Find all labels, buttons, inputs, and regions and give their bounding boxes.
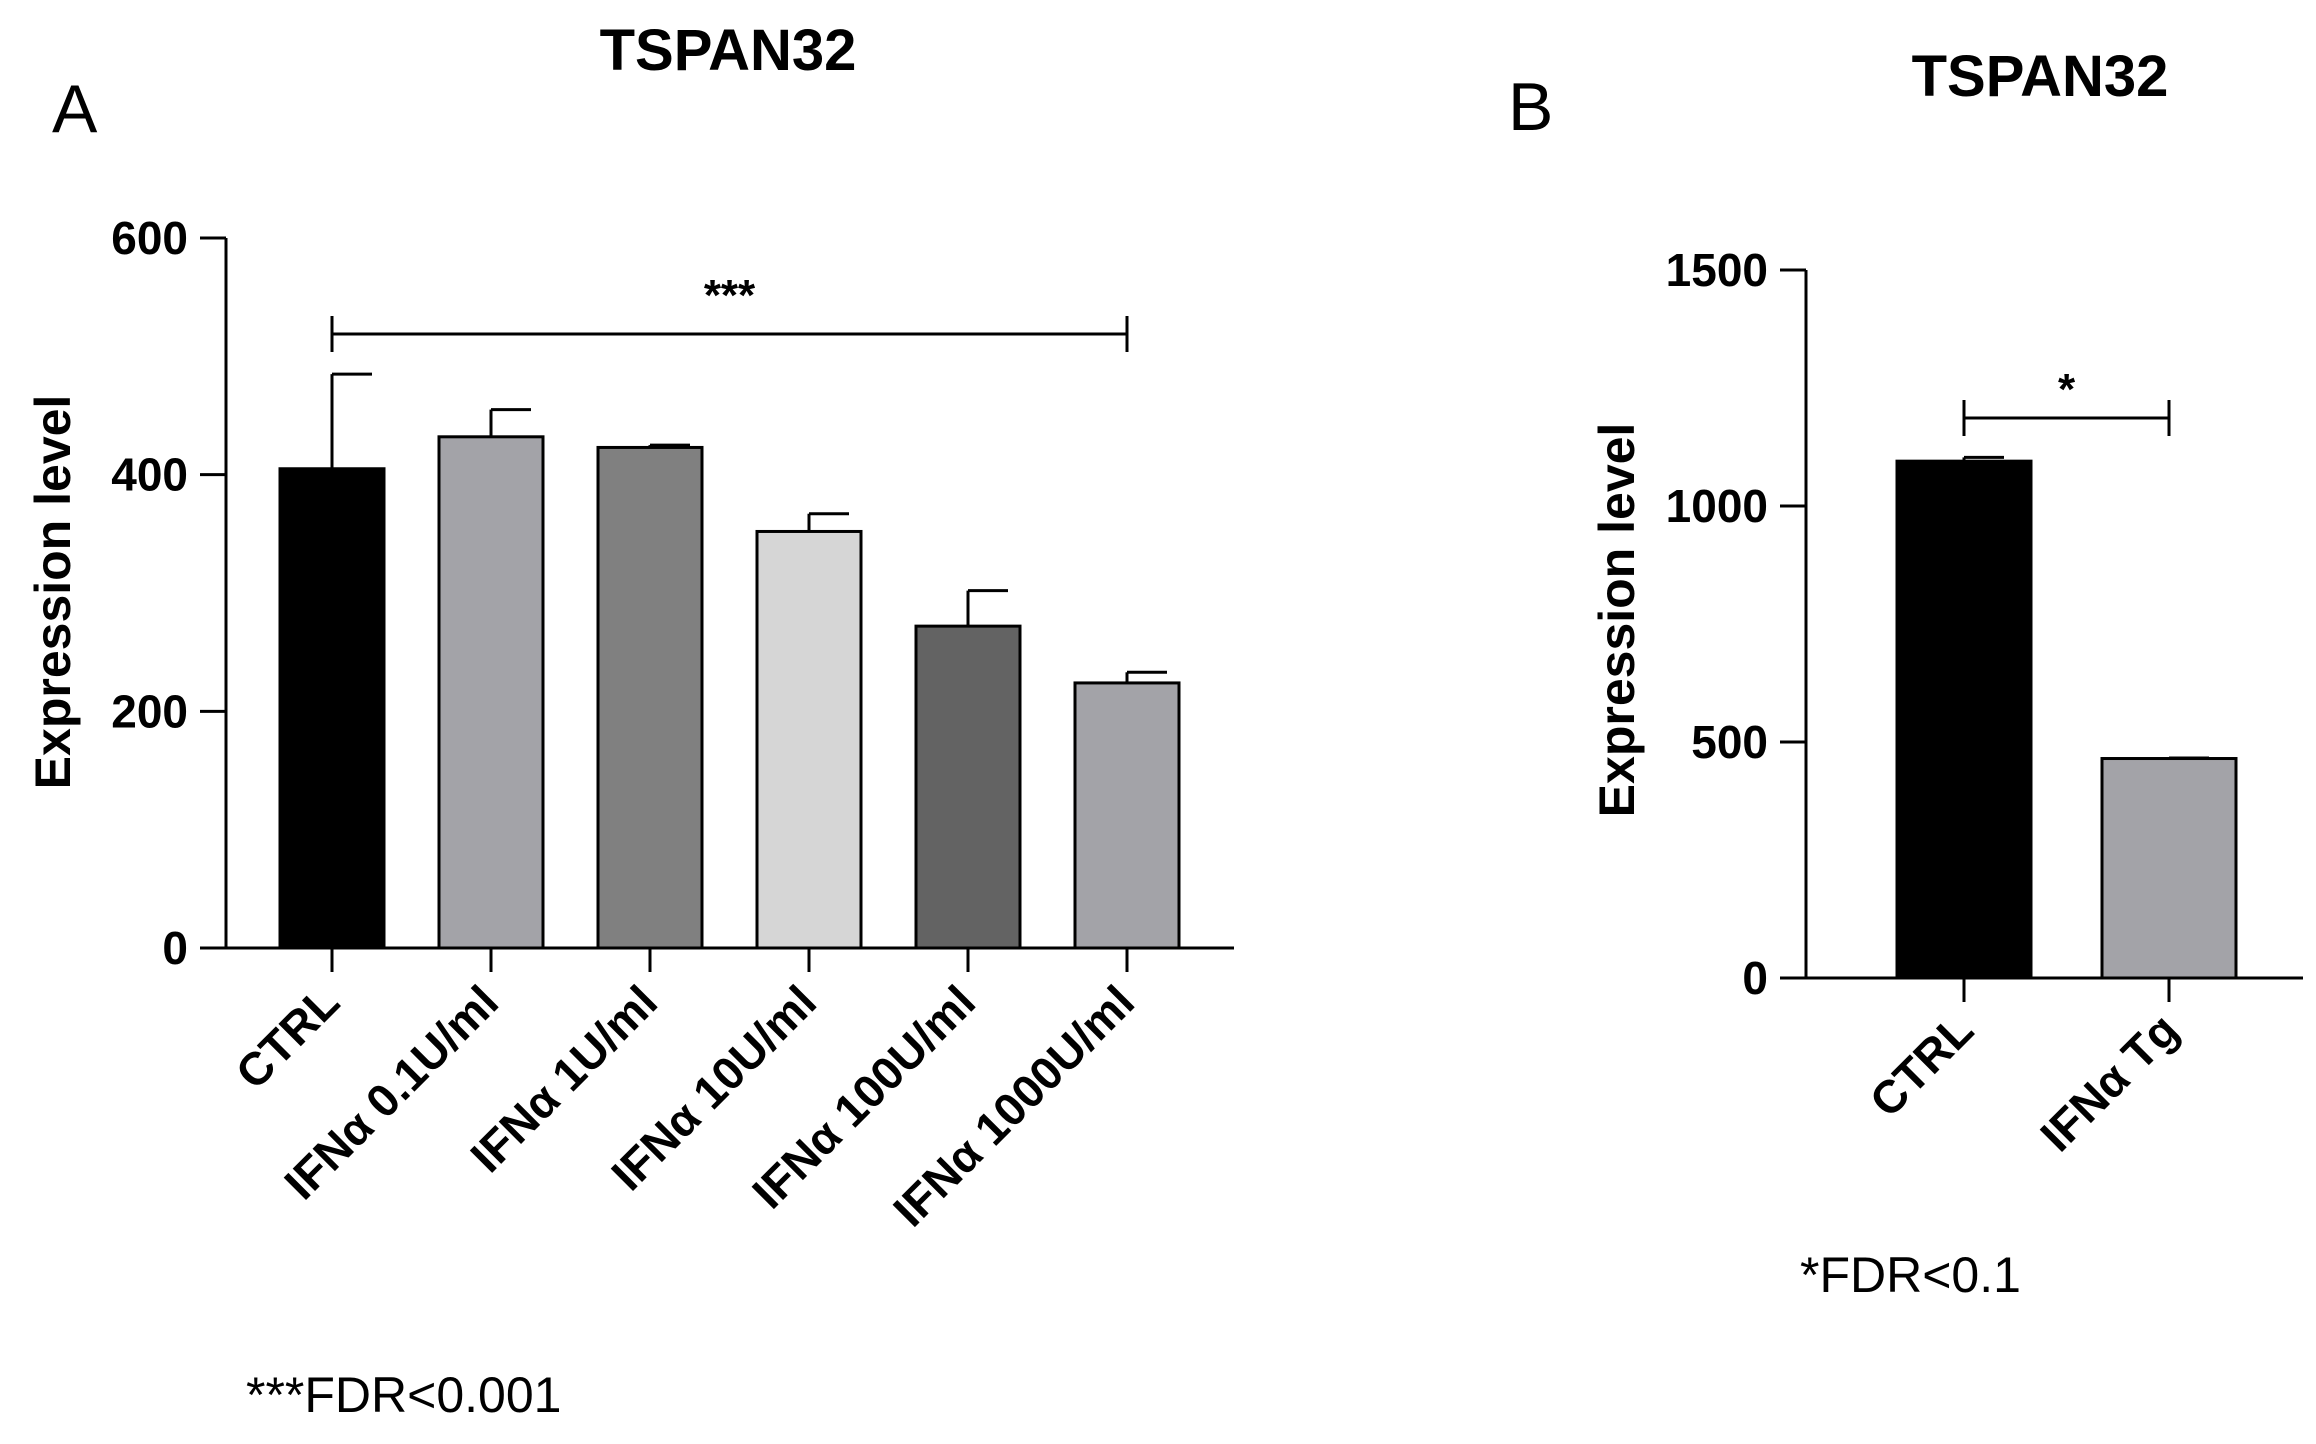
panel-a-bar — [437, 435, 545, 950]
panel-a-bar — [278, 467, 386, 950]
panel-b-letter: B — [1508, 69, 1553, 145]
panel-a-y-tick-label: 400 — [111, 449, 188, 501]
panel-b-x-ticks: CTRL IFNα Tg — [1860, 978, 2188, 1161]
panel-a-sig-label: *** — [704, 271, 756, 320]
panel-a-y-axis-label: Expression level — [25, 395, 81, 790]
panel-b-sig-label: * — [2058, 365, 2076, 414]
panel-a-footnote: ***FDR<0.001 — [246, 1367, 561, 1423]
panel-b-bar — [1895, 459, 2033, 980]
panel-b-title: TSPAN32 — [1912, 44, 2169, 109]
panel-a-bar — [755, 529, 863, 950]
panel-a-letter: A — [52, 71, 98, 147]
panel-a-category-label: CTRL — [226, 975, 349, 1098]
panel-b-y-tick-label: 500 — [1691, 716, 1768, 768]
panel-a-y-tick-label: 0 — [162, 922, 188, 974]
panel-a-y-tick-label: 200 — [111, 685, 188, 737]
panel-a-y-tick-label: 600 — [111, 212, 188, 264]
panel-a-bars — [278, 435, 1181, 950]
panel-a: A TSPAN32 Expression level 0 200 400 600 CT… — [25, 18, 1234, 1423]
panel-b-y-ticks: 0 500 1000 1500 — [1666, 244, 1806, 1004]
panel-b-significance-bracket: * — [1962, 365, 2171, 436]
panel-a-y-ticks: 0 200 400 600 — [111, 212, 226, 974]
panel-a-error-bars — [330, 372, 1167, 683]
panel-b-bar — [2100, 757, 2238, 980]
panel-b-footnote: *FDR<0.1 — [1800, 1247, 2021, 1303]
panel-a-bar — [914, 624, 1022, 950]
panel-b-y-tick-label: 1000 — [1666, 480, 1768, 532]
panel-a-significance-bracket: *** — [330, 271, 1129, 352]
panel-b-category-label: CTRL — [1860, 1003, 1983, 1126]
panel-b: B TSPAN32 Expression level 050010001500 … — [1508, 44, 2303, 1303]
panel-b-bars — [1895, 459, 2238, 980]
panel-b-error-bars — [1962, 455, 2209, 760]
panel-a-title: TSPAN32 — [600, 18, 857, 83]
panel-a-bar — [596, 445, 704, 950]
panel-b-y-tick-label: 0 — [1742, 952, 1768, 1004]
panel-b-category-label: IFNα Tg — [2030, 1003, 2188, 1161]
panel-a-bar — [1073, 681, 1181, 950]
panel-b-y-axis-label: Expression level — [1589, 423, 1645, 818]
panel-b-y-tick-label: 1500 — [1666, 244, 1768, 296]
